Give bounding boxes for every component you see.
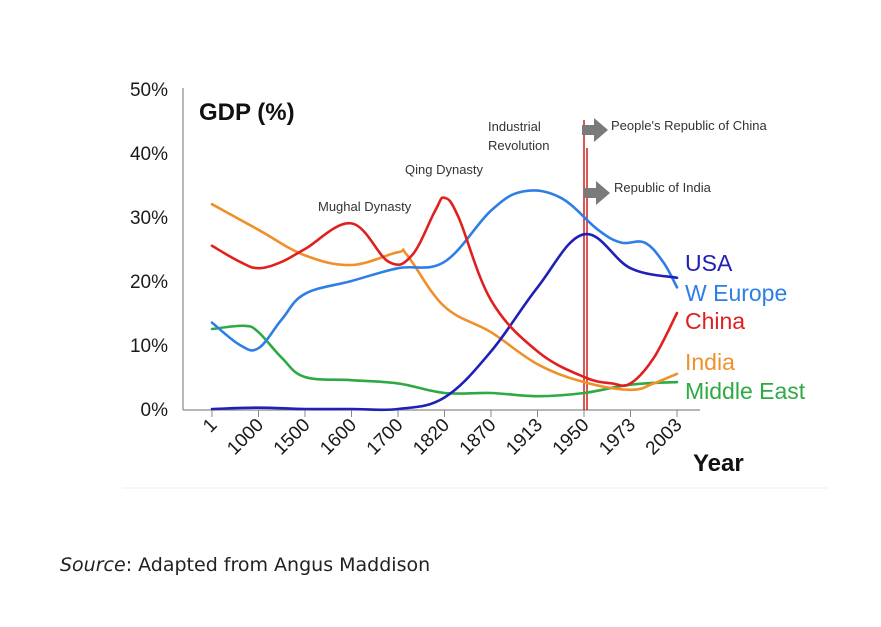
series-lines [210,189,679,412]
x-tick-label: 2003 [642,415,687,460]
arrow-right-icon [582,118,608,142]
x-tick-label: 1 [199,415,221,437]
x-tick-label: 1973 [595,415,640,460]
legend-middle-east: Middle East [685,378,806,404]
series-line-usa [210,232,679,412]
legend-china: China [685,308,745,334]
x-tick-label: 1913 [502,415,547,460]
x-ticks: 1 1000 1500 1600 1700 1820 1870 1913 1950 1973 200… [199,410,687,460]
x-tick-label: 1600 [316,415,361,460]
y-tick-label: 20% [130,272,168,293]
x-tick-label: 1820 [409,415,454,460]
series-line-middle-east [210,324,679,398]
x-tick-label: 1870 [456,415,501,460]
legend-usa: USA [685,250,733,276]
x-tick-label: 1000 [223,415,268,460]
chart-title: GDP (%) [199,99,295,126]
series-line-w-europe [210,189,679,352]
source-text: : Adapted from Angus Maddison [125,554,431,576]
y-tick-label: 50% [130,80,168,101]
annotation-india-republic: Republic of India [614,180,712,195]
annotation-mughal: Mughal Dynasty [318,199,412,214]
legend-india: India [685,349,735,375]
gdp-chart: 0%10%20%30%40%50% 1 1000 1500 1600 1700 1820 1… [122,80,828,489]
y-tick-label: 40% [130,144,168,165]
legend-w-europe: W Europe [685,280,787,306]
y-tick-label: 0% [141,400,169,421]
x-tick-label: 1700 [363,415,408,460]
annotation-industrial: Industrial [488,119,541,134]
series-line-china [210,196,679,388]
annotation-qing: Qing Dynasty [405,162,484,177]
source-caption: Source: Adapted from Angus Maddison [60,554,430,576]
x-tick-label: 1500 [270,415,315,460]
year-1950-marker [583,120,588,410]
annotation-prc: People's Republic of China [611,118,767,133]
y-tick-label: 30% [130,208,168,229]
y-ticks: 0% 10% 20% 30% 40% 50% [130,80,168,421]
x-axis-label: Year [693,450,744,477]
y-tick-label: 10% [130,336,168,357]
annotation-revolution: Revolution [488,138,549,153]
series-line-india [210,202,679,392]
arrow-right-icon [584,181,610,205]
x-tick-label: 1950 [549,415,594,460]
source-label: Source [60,554,126,576]
